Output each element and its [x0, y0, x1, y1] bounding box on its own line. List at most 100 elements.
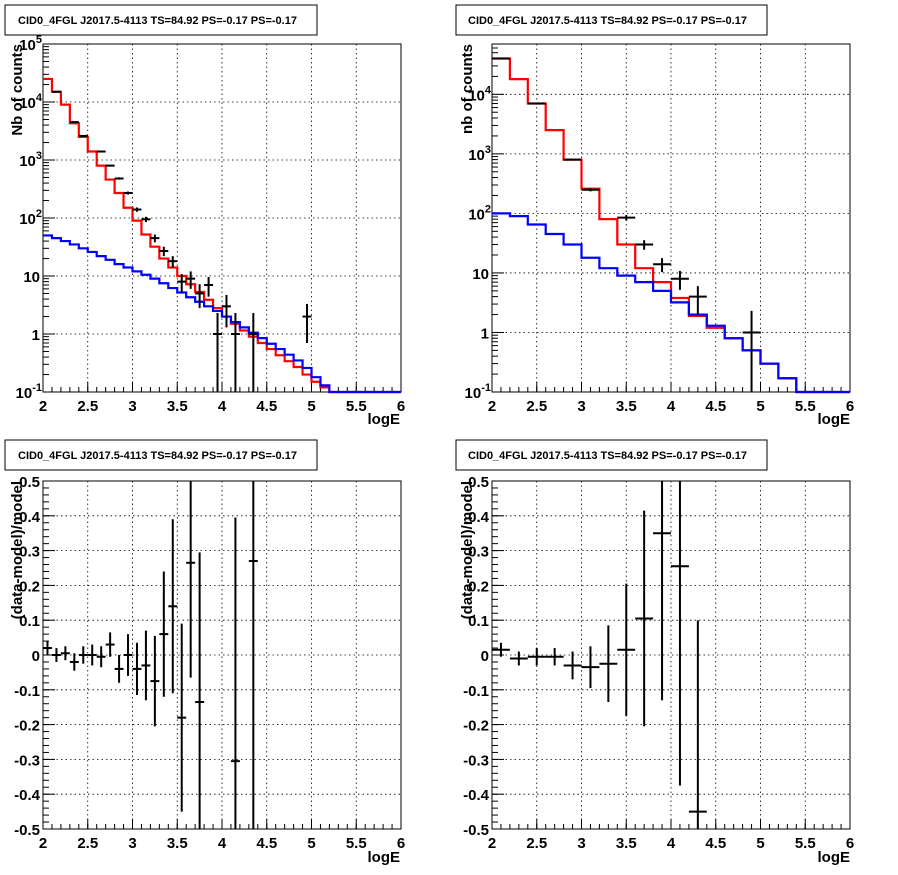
y-tick-label: 0.5 [468, 474, 489, 491]
x-tick-label: 3.5 [616, 398, 637, 415]
x-tick-label: 6 [846, 398, 854, 415]
x-tick-label: 2.5 [526, 398, 547, 415]
residual-point [123, 634, 133, 676]
y-tick-label: -0.2 [14, 718, 40, 735]
data-point [204, 277, 214, 297]
x-tick-label: 5.5 [346, 835, 367, 852]
y-tick-label: -0.3 [463, 752, 489, 769]
chart-marks [43, 481, 258, 829]
chart-title: CID0_4FGL J2017.5-4113 TS=84.92 PS=-0.17… [468, 450, 747, 462]
y-tick-label: 10 [23, 269, 40, 286]
residual-point [653, 481, 671, 701]
y-tick-exponent: 3 [485, 144, 491, 156]
x-tick-label: 4.5 [256, 835, 277, 852]
data-point [141, 216, 151, 223]
x-axis-label: logE [818, 849, 851, 866]
data-point [688, 286, 707, 315]
plot-frame [491, 43, 851, 393]
x-tick-label: 5 [307, 398, 315, 415]
chart-marks [492, 481, 707, 829]
x-tick-label: 5.5 [346, 398, 367, 415]
residual-point [159, 571, 169, 697]
x-tick-label: 5.5 [795, 398, 816, 415]
data-point [527, 102, 546, 105]
y-axis-label: (data-model)/model [9, 481, 26, 619]
title-box [455, 439, 768, 471]
axes: 2 2.5 3 3.5 4 4.5 5 5.5 6 -0.5 -0.4 -0.3 -0.2 -0.1 0 0.… [14, 474, 405, 852]
residual-point [492, 642, 510, 657]
gridlines [43, 44, 401, 392]
x-tick-label: 4 [667, 398, 676, 415]
data-point [581, 188, 600, 192]
x-tick-label: 4 [218, 835, 227, 852]
residual-point [635, 510, 654, 727]
residual-point [230, 517, 240, 829]
y-tick-label: 0.1 [468, 613, 489, 630]
data-point [230, 313, 240, 392]
data-point [177, 274, 187, 293]
data-point [248, 313, 258, 392]
residual-point [87, 644, 97, 666]
y-tick-label: 0.4 [468, 509, 490, 526]
y-tick-label: 1 [32, 327, 40, 344]
data-point [563, 158, 582, 161]
residual-point [60, 646, 70, 661]
chart-title: CID0_4FGL J2017.5-4113 TS=84.92 PS=-0.17… [18, 450, 297, 462]
x-tick-label: 4 [667, 835, 676, 852]
residual-point [69, 653, 79, 671]
x-tick-label: 3.5 [616, 835, 637, 852]
y-tick-exponent: 5 [36, 34, 42, 46]
data-point [69, 121, 79, 124]
data-point [150, 234, 160, 243]
residual-point [671, 481, 689, 786]
x-tick-label: 5.5 [795, 835, 816, 852]
data-point [78, 134, 88, 137]
data-point [302, 303, 312, 343]
y-tick-label: 0.2 [468, 578, 489, 595]
x-tick-label: 6 [846, 835, 854, 852]
residual-point [599, 625, 618, 702]
data-point [617, 214, 636, 221]
residual-point [105, 632, 115, 657]
data-point [635, 240, 654, 250]
x-tick-label: 2 [39, 835, 47, 852]
data-point [105, 164, 115, 167]
residual-point [168, 519, 178, 694]
y-tick-label: -0.4 [463, 787, 490, 804]
x-tick-label: 3 [128, 398, 136, 415]
y-tick-label: 0.5 [19, 474, 40, 491]
y-tick-label: -0.2 [463, 718, 489, 735]
data-point [96, 150, 106, 153]
residual-point [617, 583, 636, 716]
y-tick-label: 0.2 [19, 578, 40, 595]
x-tick-label: 5 [756, 398, 764, 415]
data-point [742, 310, 761, 392]
y-tick-exponent: 4 [36, 92, 43, 104]
x-tick-label: 4 [218, 398, 227, 415]
data-point [671, 270, 689, 290]
y-tick-label: -0.5 [463, 822, 489, 839]
y-tick-label: 0.3 [468, 544, 489, 561]
residual-point [527, 648, 546, 666]
plot-frame [42, 43, 402, 393]
y-tick-exponent: 2 [485, 203, 491, 215]
y-tick-exponent: -1 [32, 382, 42, 394]
x-tick-label: 4.5 [705, 835, 726, 852]
x-tick-label: 2 [488, 398, 496, 415]
data-point [213, 313, 222, 392]
x-tick-label: 3 [577, 835, 585, 852]
x-tick-label: 2.5 [77, 835, 98, 852]
residual-point [141, 630, 151, 701]
panel-residuals-left: CID0_4FGL J2017.5-4113 TS=84.92 PS=-0.17… [4, 439, 405, 866]
y-tick-exponent: 4 [485, 84, 492, 96]
y-tick-label: -0.4 [14, 787, 41, 804]
data-point [159, 246, 169, 257]
x-tick-label: 5 [756, 835, 764, 852]
panel-counts-right: CID0_4FGL J2017.5-4113 TS=84.92 PS=-0.17… [455, 4, 854, 428]
residual-point [563, 651, 582, 680]
x-tick-label: 2 [39, 398, 47, 415]
residual-point [509, 651, 528, 666]
y-tick-label: 102 [468, 203, 491, 223]
